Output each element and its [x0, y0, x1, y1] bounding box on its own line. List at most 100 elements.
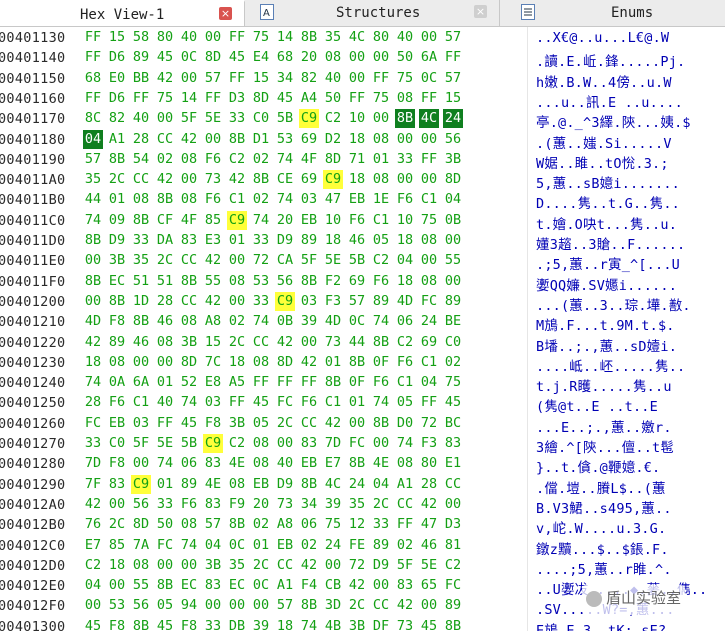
hex-byte[interactable]: 08: [252, 455, 270, 472]
hex-byte[interactable]: 8B: [132, 313, 150, 330]
hex-byte[interactable]: 42: [300, 556, 318, 573]
hex-byte[interactable]: 08: [252, 353, 270, 370]
hex-byte[interactable]: 89: [132, 49, 150, 66]
hex-byte[interactable]: 00: [132, 455, 150, 472]
hex-byte[interactable]: CC: [180, 292, 198, 309]
hex-byte[interactable]: 7D: [324, 435, 342, 451]
hex-byte[interactable]: 75: [396, 69, 414, 86]
hex-byte[interactable]: 00: [444, 232, 462, 248]
hex-byte[interactable]: 20: [300, 49, 318, 66]
hex-byte[interactable]: 00: [228, 292, 246, 309]
hex-byte[interactable]: 72: [420, 414, 438, 431]
hex-byte[interactable]: 35: [84, 171, 102, 188]
hex-byte[interactable]: 28: [420, 475, 438, 492]
hex-byte[interactable]: C1: [324, 394, 342, 411]
hex-byte[interactable]: 2C: [156, 252, 174, 269]
hex-byte[interactable]: 00: [84, 292, 102, 309]
hex-byte[interactable]: C9: [323, 170, 343, 190]
hex-byte[interactable]: 33: [132, 232, 150, 248]
hex-byte[interactable]: 04: [83, 129, 103, 149]
hex-byte[interactable]: 08: [372, 171, 390, 188]
hex-byte[interactable]: 06: [300, 516, 318, 533]
hex-byte[interactable]: 65: [420, 577, 438, 594]
hex-byte[interactable]: F3: [420, 435, 438, 451]
hex-byte[interactable]: 8D: [180, 353, 198, 370]
hex-byte[interactable]: 40: [132, 110, 150, 127]
hex-byte[interactable]: 01: [324, 353, 342, 370]
hex-byte[interactable]: 18: [276, 617, 294, 631]
hex-byte[interactable]: 42: [180, 130, 198, 147]
hex-byte[interactable]: 80: [420, 455, 438, 472]
hex-byte[interactable]: 03: [300, 292, 318, 309]
hex-byte[interactable]: E7: [324, 455, 342, 472]
hex-byte[interactable]: 53: [108, 597, 126, 614]
hex-byte[interactable]: 57: [444, 69, 462, 86]
hex-byte[interactable]: 7A: [132, 536, 150, 553]
hex-byte[interactable]: 03: [300, 191, 318, 208]
hex-byte[interactable]: FF: [420, 394, 438, 411]
hex-byte[interactable]: 4D: [396, 292, 414, 309]
hex-byte[interactable]: 2C: [276, 414, 294, 431]
hex-byte[interactable]: 00: [444, 495, 462, 512]
hex-byte[interactable]: 00: [204, 29, 222, 45]
hex-byte[interactable]: 3B: [204, 556, 222, 573]
hex-byte[interactable]: CE: [276, 171, 294, 188]
hex-byte[interactable]: 0C: [180, 49, 198, 66]
hex-byte[interactable]: 75: [252, 29, 270, 45]
hex-byte[interactable]: 8D: [132, 516, 150, 533]
hex-byte[interactable]: 34: [276, 69, 294, 86]
hex-byte[interactable]: 5F: [180, 110, 198, 127]
hex-byte[interactable]: 45: [228, 49, 246, 66]
hex-byte[interactable]: 74: [276, 191, 294, 208]
hex-byte[interactable]: 8B: [300, 475, 318, 492]
hex-byte[interactable]: 73: [204, 171, 222, 188]
hex-byte[interactable]: D3: [228, 89, 246, 106]
hex-byte[interactable]: 39: [252, 617, 270, 631]
hex-byte[interactable]: 74: [372, 394, 390, 411]
hex-byte[interactable]: 10: [324, 211, 342, 228]
hex-byte[interactable]: 7D: [84, 455, 102, 472]
hex-byte[interactable]: 57: [204, 69, 222, 86]
hex-byte[interactable]: 08: [420, 272, 438, 289]
hex-byte[interactable]: 00: [420, 252, 438, 269]
hex-byte[interactable]: 4F: [300, 150, 318, 167]
hex-byte[interactable]: 42: [204, 292, 222, 309]
hex-byte[interactable]: 02: [252, 516, 270, 533]
hex-byte[interactable]: 89: [444, 292, 462, 309]
hex-byte[interactable]: FF: [84, 49, 102, 66]
tab-enums[interactable]: Enums: [500, 0, 725, 26]
hex-byte[interactable]: 8D: [204, 49, 222, 66]
hex-byte[interactable]: CC: [276, 556, 294, 573]
hex-byte[interactable]: 2C: [372, 495, 390, 512]
hex-byte[interactable]: E4: [252, 49, 270, 66]
hex-byte[interactable]: 56: [132, 495, 150, 512]
hex-byte[interactable]: D3: [444, 516, 462, 533]
hex-byte[interactable]: 73: [276, 495, 294, 512]
hex-byte[interactable]: 85: [204, 211, 222, 228]
hex-byte[interactable]: FF: [444, 49, 462, 66]
hex-byte[interactable]: 40: [156, 394, 174, 411]
hex-byte[interactable]: 00: [108, 495, 126, 512]
hex-byte[interactable]: 4B: [324, 617, 342, 631]
hex-byte[interactable]: 01: [228, 232, 246, 248]
hex-byte[interactable]: 33: [204, 617, 222, 631]
hex-byte[interactable]: 20: [252, 495, 270, 512]
hex-byte[interactable]: C2: [228, 435, 246, 451]
hex-byte[interactable]: 08: [108, 353, 126, 370]
hex-byte[interactable]: 03: [132, 414, 150, 431]
hex-byte[interactable]: CC: [132, 171, 150, 188]
hex-byte[interactable]: 3B: [108, 252, 126, 269]
hex-byte[interactable]: 69: [300, 130, 318, 147]
hex-byte[interactable]: FF: [300, 374, 318, 391]
hex-byte[interactable]: 02: [252, 150, 270, 167]
hex-byte[interactable]: 4E: [228, 455, 246, 472]
hex-byte[interactable]: DB: [228, 617, 246, 631]
hex-byte[interactable]: C1: [132, 394, 150, 411]
hex-byte[interactable]: 04: [444, 191, 462, 208]
hex-byte[interactable]: 18: [396, 232, 414, 248]
hex-byte[interactable]: 2C: [348, 597, 366, 614]
hex-byte[interactable]: FF: [252, 374, 270, 391]
hex-byte[interactable]: 28: [132, 130, 150, 147]
hex-byte[interactable]: 83: [300, 435, 318, 451]
hex-byte[interactable]: 33: [228, 110, 246, 127]
